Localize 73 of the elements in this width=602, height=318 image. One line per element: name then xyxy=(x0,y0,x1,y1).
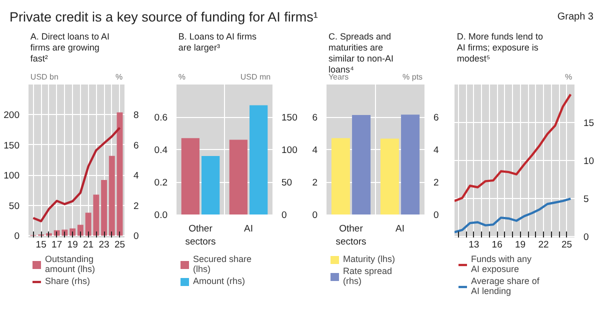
y-tick-label: 2 xyxy=(312,178,318,188)
y-tick-label: 0 xyxy=(312,210,318,221)
y2-axis-title: % pts xyxy=(402,72,423,82)
y2-tick-label: 2 xyxy=(434,178,439,188)
y-tick-label: 150 xyxy=(4,140,20,152)
x-tick-label: AI xyxy=(396,224,404,234)
bar xyxy=(116,112,123,236)
x-tick-label: 17 xyxy=(52,240,62,250)
y2-tick-label: 2 xyxy=(134,200,139,212)
chart-title: A. Direct loans to AI firms are growing fast² xyxy=(30,32,110,64)
y2-tick-label: 100 xyxy=(282,145,298,156)
bar xyxy=(101,180,108,236)
chart-title: B. Loans to AI firms are larger³ xyxy=(178,32,257,52)
y2-tick-label: 6 xyxy=(134,140,139,152)
y-tick-label: 0.0 xyxy=(154,210,168,221)
legend-label: Outstanding amount (lhs) xyxy=(45,254,96,274)
x-tick-label: Other sectors xyxy=(185,224,216,248)
y-tick-label: 50 xyxy=(8,200,20,212)
legend-label: Rate spread (rhs) xyxy=(343,266,392,286)
legend-label: Maturity (lhs) xyxy=(343,254,396,264)
y-tick-label: 200 xyxy=(4,110,20,122)
line-series xyxy=(32,126,121,222)
y2-tick-label: 4 xyxy=(434,145,439,156)
legend-label: Amount (rhs) xyxy=(193,276,246,286)
y2-axis-title: % xyxy=(115,72,123,82)
x-tick-label: 19 xyxy=(67,240,78,250)
y2-tick-label: 6 xyxy=(434,112,439,124)
y2-tick-label: 8 xyxy=(134,110,139,122)
legend-label: Share (rhs) xyxy=(45,276,90,286)
x-tick-label: 25 xyxy=(561,240,572,250)
y-tick-label: 100 xyxy=(4,170,20,182)
x-tick-label: Other sectors xyxy=(336,224,367,248)
line-series xyxy=(454,93,572,202)
chart-title: C. Spreads and maturities are similar to non-AI loans⁴ xyxy=(328,32,394,74)
y-axis-title: Years xyxy=(328,72,349,82)
caption: Graph 3 xyxy=(557,12,594,22)
y-tick-label: 6 xyxy=(312,112,318,124)
y2-tick-label: 50 xyxy=(282,178,292,188)
line-series xyxy=(454,198,572,234)
y2-tick-label: 4 xyxy=(134,170,139,182)
x-tick-label: 23 xyxy=(98,240,110,250)
y2-tick-label: 5 xyxy=(584,194,589,206)
x-tick-label: AI xyxy=(244,224,253,234)
legend-label: Funds with any AI exposure xyxy=(471,254,532,274)
y2-axis-title: USD mn xyxy=(240,72,271,82)
x-tick-label: 22 xyxy=(538,240,549,250)
y-axis-title: USD bn xyxy=(30,72,58,82)
x-tick-label: 16 xyxy=(492,240,502,250)
x-tick-label: 21 xyxy=(83,240,94,250)
y-tick-label: 4 xyxy=(312,145,318,156)
y-tick-label: 0.6 xyxy=(154,112,168,124)
text: Private credit is a key source of funding for AI firms¹ xyxy=(10,10,318,24)
y2-tick-label: 0 xyxy=(134,231,139,242)
x-tick-label: 15 xyxy=(36,240,46,250)
chart-title: D. More funds lend to AI firms; exposure is modest⁵ xyxy=(456,32,543,64)
y2-tick-label: 10 xyxy=(584,156,594,168)
y-axis-title: % xyxy=(178,72,186,82)
x-tick-label: 25 xyxy=(114,240,126,250)
x-tick-label: 19 xyxy=(515,240,526,250)
y-tick-label: 0.2 xyxy=(154,178,168,188)
y2-tick-label: 15 xyxy=(584,118,594,130)
y-tick-label: 0.4 xyxy=(154,145,168,156)
y-tick-label: 0 xyxy=(14,231,20,242)
legend-label: Average share of AI lending xyxy=(471,276,540,296)
y2-tick-label: 0 xyxy=(584,232,589,244)
x-tick-label: 13 xyxy=(468,240,480,250)
y2-tick-label: 0 xyxy=(282,210,287,221)
bar xyxy=(108,156,115,236)
legend-label: Secured share (lhs) xyxy=(193,254,252,274)
y2-tick-label: 0 xyxy=(434,210,439,221)
bar xyxy=(77,224,84,236)
y2-tick-label: 150 xyxy=(282,112,298,124)
y2-axis-title: % xyxy=(564,72,572,82)
